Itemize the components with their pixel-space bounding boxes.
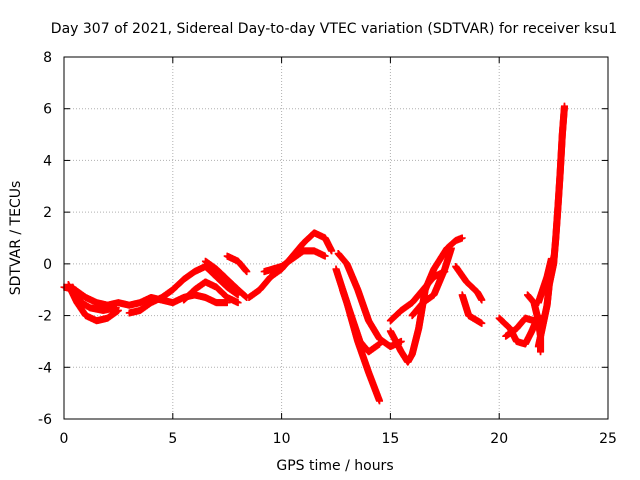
y-tick-label: 2 bbox=[43, 205, 52, 221]
y-tick-label: 8 bbox=[43, 50, 52, 66]
y-axis-label: SDTVAR / TECUs bbox=[8, 181, 24, 296]
x-tick-label: 5 bbox=[168, 431, 177, 447]
data-point-marker bbox=[243, 268, 251, 276]
data-point-marker bbox=[321, 252, 329, 260]
series-track bbox=[69, 283, 120, 314]
series-track bbox=[534, 102, 568, 351]
data-point-marker bbox=[234, 299, 242, 307]
data-point-marker bbox=[537, 348, 545, 356]
series-track bbox=[339, 286, 384, 356]
y-tick-label: -2 bbox=[38, 309, 52, 325]
axis-ticks: 0 5 10 15 20 25 -6 -4 -2 0 2 4 6 8 bbox=[38, 50, 617, 447]
data-point-marker bbox=[447, 244, 455, 252]
data-point-marker bbox=[376, 340, 384, 348]
data-point-marker bbox=[328, 247, 336, 255]
x-tick-label: 20 bbox=[490, 431, 508, 447]
y-tick-label: -4 bbox=[38, 360, 52, 376]
series-track bbox=[125, 262, 242, 317]
data-marks bbox=[60, 102, 568, 405]
y-tick-label: -6 bbox=[38, 412, 52, 428]
data-point-marker bbox=[458, 234, 466, 242]
x-tick-label: 25 bbox=[599, 431, 617, 447]
data-point-marker bbox=[223, 299, 231, 307]
x-axis-label: GPS time / hours bbox=[276, 458, 393, 474]
plot-frame bbox=[63, 56, 609, 420]
data-point-marker bbox=[478, 296, 486, 304]
data-point-marker bbox=[112, 304, 120, 312]
series-track bbox=[169, 291, 231, 307]
grid-lines bbox=[64, 57, 608, 419]
series-track bbox=[386, 268, 449, 325]
series-track bbox=[260, 247, 329, 276]
data-point-marker bbox=[560, 102, 568, 110]
data-point-marker bbox=[547, 255, 555, 263]
series-track bbox=[223, 252, 251, 276]
series-track bbox=[534, 255, 555, 307]
series-track bbox=[458, 291, 486, 327]
x-tick-label: 0 bbox=[60, 431, 69, 447]
y-tick-label: 4 bbox=[43, 153, 52, 169]
y-tick-label: 6 bbox=[43, 102, 52, 118]
data-point-marker bbox=[478, 319, 486, 327]
series-track bbox=[452, 262, 486, 304]
y-tick-label: 0 bbox=[43, 257, 52, 273]
series-track bbox=[245, 229, 336, 301]
series-track bbox=[408, 244, 455, 320]
x-tick-label: 10 bbox=[273, 431, 291, 447]
data-point-marker bbox=[376, 397, 384, 405]
chart-title: Day 307 of 2021, Sidereal Day-to-day VTE… bbox=[51, 21, 617, 37]
x-tick-label: 15 bbox=[381, 431, 399, 447]
